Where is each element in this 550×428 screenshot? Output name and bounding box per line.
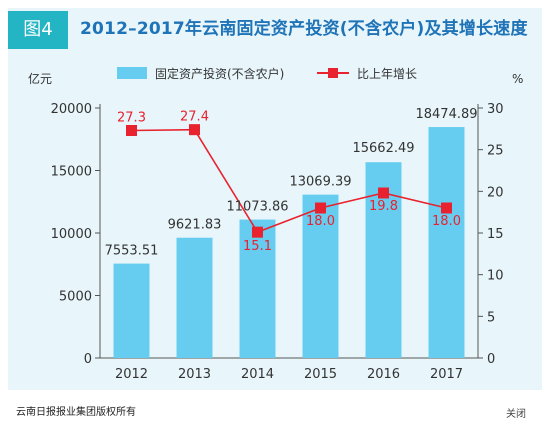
bar-value-label: 11073.86 xyxy=(226,200,288,215)
bar xyxy=(239,219,276,358)
chart: 亿元 % 固定资产投资(不含农户) 比上年增长 0 5000 10000 15000 2… xyxy=(28,66,523,382)
right-axis-tick-label: 0 xyxy=(487,352,495,367)
bar-series xyxy=(113,127,465,358)
line-value-label: 15.1 xyxy=(243,239,272,254)
x-axis-tick-label: 2016 xyxy=(367,367,400,382)
line-value-label: 19.8 xyxy=(369,199,398,214)
bar-value-label: 9621.83 xyxy=(168,218,222,233)
growth-line xyxy=(131,128,447,234)
x-axis-tick-label: 2017 xyxy=(430,367,463,382)
line-series xyxy=(126,124,452,238)
right-axis-tick-label: 5 xyxy=(487,310,495,325)
left-axis-tick-label: 0 xyxy=(84,352,92,367)
left-axis-tick-label: 10000 xyxy=(51,227,92,242)
line-value-label: 18.0 xyxy=(432,214,461,229)
left-axis-unit: 亿元 xyxy=(28,71,52,86)
line-point xyxy=(315,202,326,214)
right-axis-tick-label: 10 xyxy=(487,269,504,284)
right-axis-unit: % xyxy=(512,72,523,86)
figure-badge: 图4 xyxy=(8,11,68,49)
x-axis-tick-label: 2014 xyxy=(241,367,274,382)
bar-value-label: 13069.39 xyxy=(289,175,351,190)
bar-value-label: 15662.49 xyxy=(352,141,414,156)
line-value-label: 27.4 xyxy=(180,110,209,125)
x-axis-tick-label: 2013 xyxy=(178,367,211,382)
left-axis-tick-label: 15000 xyxy=(51,165,92,180)
line-point xyxy=(441,202,452,214)
left-axis-tick-label: 20000 xyxy=(51,102,92,117)
axes: 0 5000 10000 15000 20000 0 5 10 15 20 25 30 2012 2013… xyxy=(51,102,504,382)
bar xyxy=(176,237,213,358)
x-axis-tick-label: 2015 xyxy=(304,367,337,382)
legend-line-marker xyxy=(328,68,338,78)
legend-bar-label: 固定资产投资(不含农户) xyxy=(155,66,284,81)
line-point xyxy=(252,226,263,238)
line-point xyxy=(126,125,137,136)
legend-bar-swatch xyxy=(117,67,147,79)
bar xyxy=(428,127,465,358)
chart-title: 2012–2017年云南固定资产投资(不含农户)及其增长速度 xyxy=(80,19,528,39)
right-axis-tick-label: 20 xyxy=(487,185,504,200)
bar xyxy=(113,263,150,358)
legend-line-label: 比上年增长 xyxy=(357,67,417,81)
bar xyxy=(302,194,339,358)
line-value-label: 27.3 xyxy=(117,111,146,126)
line-value-label: 18.0 xyxy=(306,214,335,229)
right-axis-tick-label: 15 xyxy=(487,227,504,242)
close-link[interactable]: 关闭 xyxy=(506,409,526,420)
x-axis-tick-label: 2012 xyxy=(115,367,148,382)
bar-value-label: 18474.89 xyxy=(415,107,477,122)
bar-value-label: 7553.51 xyxy=(105,244,159,259)
right-axis-tick-label: 25 xyxy=(487,144,504,159)
line-point xyxy=(378,187,389,199)
left-axis-tick-label: 5000 xyxy=(59,290,92,305)
line-point xyxy=(189,124,200,136)
copyright-text: 云南日报报业集团版权所有 xyxy=(16,407,136,418)
right-axis-tick-label: 30 xyxy=(487,102,504,117)
legend: 固定资产投资(不含农户) 比上年增长 xyxy=(117,66,417,81)
